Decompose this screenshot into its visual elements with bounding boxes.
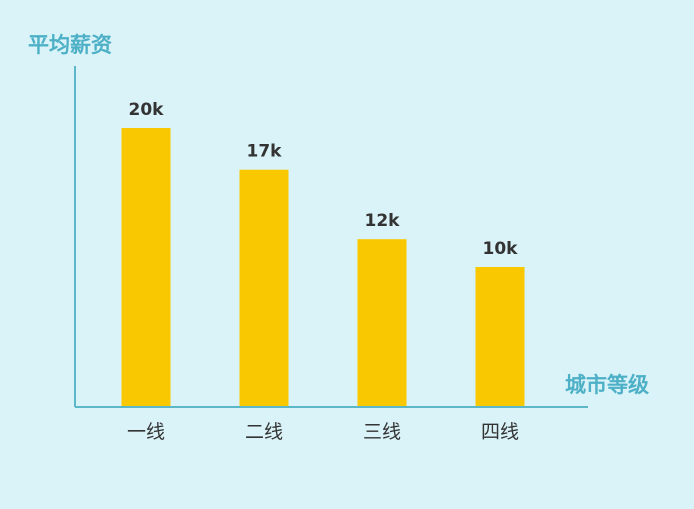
x-tick-label-2: 二线 (245, 421, 283, 443)
bar-1 (121, 128, 171, 406)
x-tick-label-4: 四线 (481, 421, 519, 443)
y-axis-title: 平均薪资 (28, 33, 112, 57)
x-tick-label-1: 一线 (127, 421, 165, 443)
bar-value-label-1: 20k (129, 100, 165, 120)
x-tick-label-3: 三线 (363, 421, 401, 443)
bar-value-label-2: 17k (247, 142, 283, 162)
bar-value-label-3: 12k (365, 211, 401, 231)
x-tick-labels-group: 一线 二线 三线 四线 (127, 421, 519, 443)
bar-4 (475, 267, 525, 406)
bars-group (121, 128, 525, 406)
x-axis-title: 城市等级 (565, 373, 649, 397)
bar-value-label-4: 10k (483, 239, 519, 259)
bar-2 (239, 169, 289, 406)
value-labels-group: 20k 17k 12k 10k (129, 100, 519, 259)
bar-3 (357, 239, 407, 406)
